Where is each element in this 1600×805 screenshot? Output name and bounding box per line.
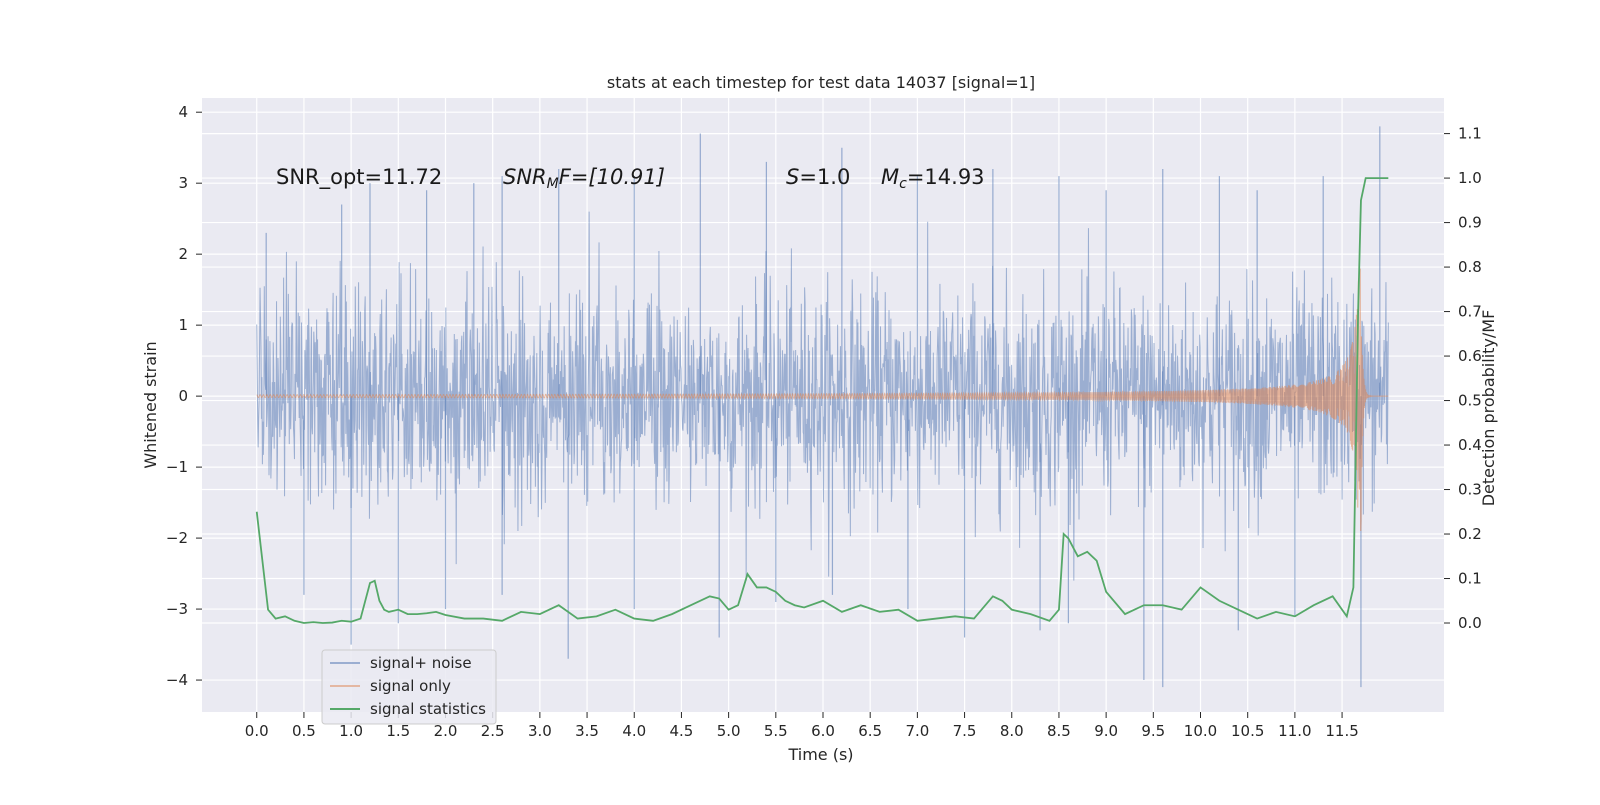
x-tick-label: 5.5 <box>764 722 788 740</box>
x-tick-label: 1.5 <box>386 722 410 740</box>
y-tick-label: −4 <box>166 671 188 689</box>
y-tick-label: −1 <box>166 458 188 476</box>
y-right-tick-label: 0.3 <box>1458 481 1482 499</box>
x-tick-label: 11.5 <box>1325 722 1358 740</box>
x-tick-label: 0.5 <box>292 722 316 740</box>
legend-box <box>321 649 497 725</box>
annotation-mc-sub: c <box>899 176 907 192</box>
annotation-s-rest: =1.0 <box>799 165 850 189</box>
y-right-tick-label: 1.1 <box>1458 125 1482 143</box>
x-axis-label: Time (s) <box>787 745 853 764</box>
y-right-tick-label: 0.6 <box>1458 347 1482 365</box>
y-tick-label: −2 <box>166 529 188 547</box>
x-tick-label: 4.5 <box>670 722 694 740</box>
annotation-s-main: S <box>786 165 799 189</box>
y-axis-label: Whitened strain <box>141 341 160 468</box>
legend-label-signal-statistics: signal statistics <box>370 700 486 718</box>
legend-label-signal-only: signal only <box>370 677 451 695</box>
legend: signal+ noise signal only signal statist… <box>321 649 497 725</box>
signal-only-trace <box>256 268 1389 532</box>
x-tick-label: 0.0 <box>245 722 269 740</box>
annotation-mc-main: M <box>881 165 899 189</box>
x-tick-label: 6.0 <box>811 722 835 740</box>
y-tick-label: 1 <box>178 316 188 334</box>
x-axis-ticks: 0.0 0.5 1.0 1.5 2.0 2.5 3.0 3.5 4.0 4.5 5.0 5.5 6.0 6… <box>245 712 1359 740</box>
annotation-snr-mf-main: SNR <box>503 165 547 189</box>
x-tick-label: 3.5 <box>575 722 599 740</box>
x-tick-label: 2.0 <box>434 722 458 740</box>
annotation-mc: Mc=14.93 <box>881 165 985 192</box>
annotation-snr-opt: SNR_opt=11.72 <box>276 165 442 190</box>
y-right-axis-label: Detection probability/MF <box>1479 310 1498 507</box>
annotations: SNR_opt=11.72 SNRMF=[10.91] S=1.0 Mc=14.… <box>276 165 985 192</box>
x-tick-label: 7.5 <box>953 722 977 740</box>
y-right-tick-label: 0.5 <box>1458 392 1482 410</box>
x-tick-label: 5.0 <box>717 722 741 740</box>
y-tick-label: 3 <box>178 174 188 192</box>
x-tick-label: 3.0 <box>528 722 552 740</box>
x-tick-label: 10.0 <box>1184 722 1217 740</box>
y-right-tick-label: 0.8 <box>1458 258 1482 276</box>
series-signal-statistics <box>255 177 1389 624</box>
y-right-tick-label: 1.0 <box>1458 169 1482 187</box>
y-tick-label: 4 <box>178 103 188 121</box>
annotation-s: S=1.0 <box>786 165 850 189</box>
x-tick-label: 8.0 <box>1000 722 1024 740</box>
x-tick-label: 9.5 <box>1141 722 1165 740</box>
chart-title: stats at each timestep for test data 140… <box>607 73 1035 92</box>
x-tick-label: 10.5 <box>1231 722 1264 740</box>
series-signal-noise <box>256 126 1389 688</box>
y-right-tick-label: 0.7 <box>1458 303 1482 321</box>
x-tick-label: 9.0 <box>1094 722 1118 740</box>
y-right-axis-ticks: 1.1 1.0 0.9 0.8 0.7 0.6 0.5 0.4 0.3 0.2 0.1 0.0 <box>1444 125 1482 632</box>
y-tick-label: 0 <box>178 387 188 405</box>
x-tick-label: 8.5 <box>1047 722 1071 740</box>
annotation-snr-mf: SNRMF=[10.91] <box>503 165 665 192</box>
annotation-snr-mf-rest: F=[10.91] <box>559 165 665 189</box>
y-right-tick-label: 0.4 <box>1458 436 1482 454</box>
y-right-tick-label: 0.1 <box>1458 570 1482 588</box>
x-tick-label: 4.0 <box>622 722 646 740</box>
legend-label-signal-noise: signal+ noise <box>370 654 472 672</box>
annotation-snr-mf-sub: M <box>547 176 559 192</box>
annotation-mc-rest: =14.93 <box>907 165 985 189</box>
series-signal-only <box>256 268 1389 532</box>
y-tick-label: 2 <box>178 245 188 263</box>
x-tick-label: 6.5 <box>858 722 882 740</box>
x-tick-label: 1.0 <box>339 722 363 740</box>
x-tick-label: 7.0 <box>905 722 929 740</box>
x-tick-label: 11.0 <box>1278 722 1311 740</box>
y-right-tick-label: 0.0 <box>1458 614 1482 632</box>
y-tick-label: −3 <box>166 600 188 618</box>
signal-statistics-line <box>255 177 1389 624</box>
x-tick-label: 2.5 <box>481 722 505 740</box>
y-right-tick-label: 0.2 <box>1458 525 1482 543</box>
y-axis-ticks: 4 3 2 1 0 −1 −2 −3 −4 <box>166 103 202 689</box>
y-right-tick-label: 0.9 <box>1458 214 1482 232</box>
